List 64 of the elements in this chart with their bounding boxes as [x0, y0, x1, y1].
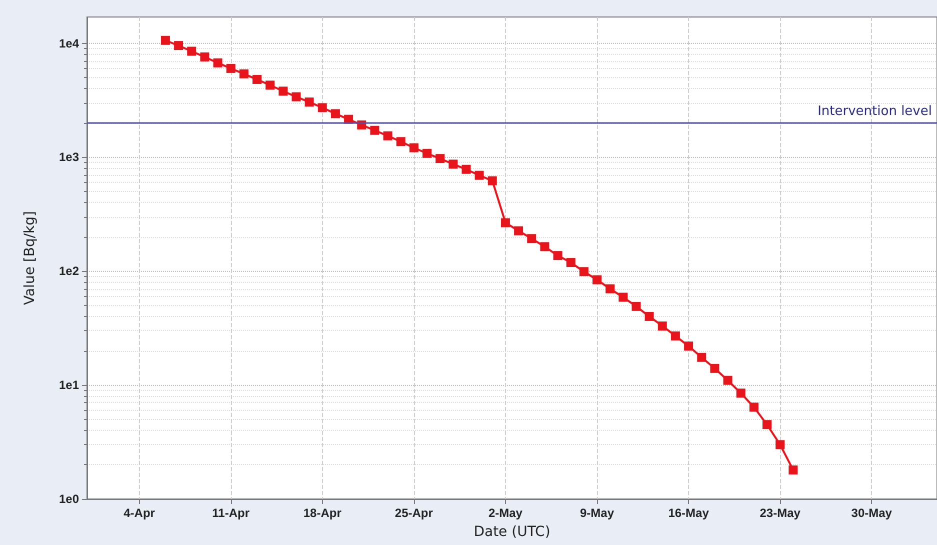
point — [579, 267, 588, 276]
point — [684, 342, 694, 351]
point — [540, 242, 550, 252]
point — [200, 52, 210, 62]
x-tick-label: 23-May — [760, 506, 801, 520]
point — [553, 251, 562, 260]
y-tick-label: 1e2 — [58, 264, 80, 278]
point — [788, 465, 798, 474]
point — [292, 92, 301, 102]
point — [252, 74, 262, 84]
point — [658, 321, 667, 330]
point — [396, 137, 406, 146]
point — [632, 302, 641, 311]
y-axis-title: Value [Bq/kg] — [22, 210, 38, 306]
x-tick-label: 2-May — [488, 506, 523, 520]
point — [566, 258, 576, 268]
point — [462, 164, 471, 174]
point — [776, 440, 785, 450]
x-tick-label: 11-Apr — [212, 506, 250, 520]
point — [422, 148, 432, 158]
point — [592, 275, 602, 284]
point — [697, 352, 706, 362]
y-tick-label: 1e4 — [58, 36, 80, 50]
point — [174, 41, 184, 50]
x-tick-label: 25-Apr — [394, 506, 434, 520]
point — [278, 86, 288, 96]
point — [527, 234, 536, 244]
point — [304, 98, 314, 107]
ref-line-label: Intervention level — [818, 104, 932, 119]
point — [448, 160, 458, 169]
x-tick-label: 30-May — [851, 506, 892, 520]
point — [318, 103, 327, 112]
point — [762, 420, 772, 430]
point — [474, 170, 484, 180]
point — [226, 64, 236, 73]
y-tick-label: 1e0 — [58, 492, 80, 506]
point — [187, 46, 196, 56]
point — [409, 143, 418, 152]
point — [618, 292, 628, 302]
x-axis-title: Date (UTC) — [474, 524, 550, 540]
point — [500, 218, 510, 228]
point — [736, 388, 746, 398]
x-tick-label: 18-Apr — [303, 506, 342, 520]
x-tick-label: 16-May — [668, 506, 710, 520]
point — [330, 109, 340, 118]
point — [266, 80, 275, 90]
point — [723, 376, 732, 385]
point — [370, 126, 380, 135]
point — [239, 69, 248, 78]
point — [488, 176, 497, 186]
x-tick-label: 4-Apr — [124, 506, 156, 520]
x-tick-label: 9-May — [580, 506, 614, 520]
point — [710, 364, 720, 373]
y-tick-label: 1e3 — [58, 150, 80, 164]
y-tick-label: 1e1 — [58, 378, 80, 392]
point — [213, 58, 222, 68]
point — [749, 402, 758, 412]
point — [383, 131, 392, 140]
point — [514, 226, 524, 236]
point — [670, 331, 680, 340]
point — [606, 284, 615, 294]
point — [644, 312, 654, 321]
point — [160, 36, 170, 45]
point — [436, 154, 445, 164]
